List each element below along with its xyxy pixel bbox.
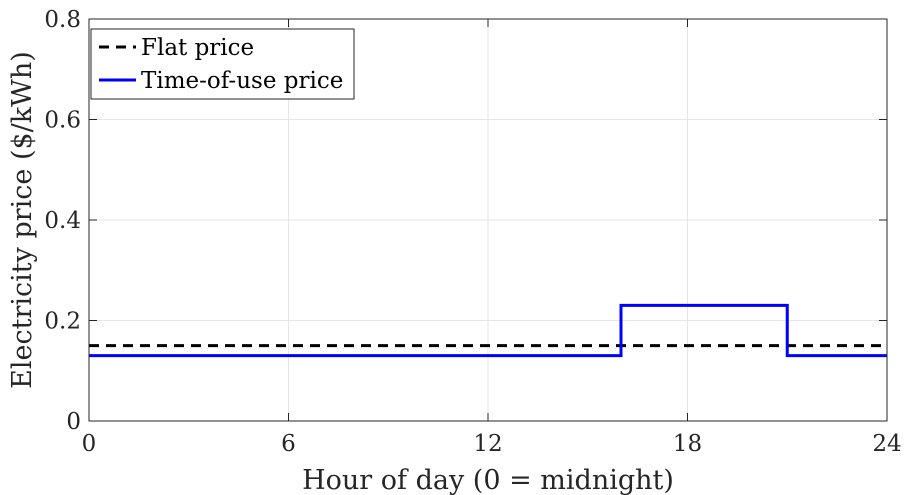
y-axis-label: Electricity price ($/kWh) bbox=[7, 51, 38, 389]
series-line-time-of-use-price bbox=[89, 303, 887, 358]
tick-labels: 0 6 12 18 24 0 0.2 0.4 0.6 0.8 bbox=[44, 7, 901, 457]
legend: Flat price Time-of-use price bbox=[90, 28, 355, 100]
y-tick-label: 0.6 bbox=[44, 108, 81, 134]
y-tick-label: 0.2 bbox=[44, 309, 81, 335]
series-lines bbox=[89, 303, 887, 358]
legend-label-flat-price: Flat price bbox=[141, 35, 254, 61]
x-tick-label: 6 bbox=[281, 431, 296, 457]
x-tick-label: 12 bbox=[473, 431, 502, 457]
y-tick-label: 0 bbox=[66, 409, 81, 435]
grid-lines bbox=[89, 19, 887, 421]
legend-label-time-of-use-price: Time-of-use price bbox=[141, 68, 343, 94]
x-axis-label: Hour of day (0 = midnight) bbox=[302, 465, 674, 495]
y-tick-label: 0.4 bbox=[44, 208, 81, 234]
legend-box bbox=[90, 28, 355, 100]
x-tick-label: 18 bbox=[673, 431, 702, 457]
ticks bbox=[88, 18, 888, 422]
x-tick-label: 24 bbox=[872, 431, 901, 457]
y-tick-label: 0.8 bbox=[44, 7, 81, 33]
x-tick-label: 0 bbox=[82, 431, 97, 457]
